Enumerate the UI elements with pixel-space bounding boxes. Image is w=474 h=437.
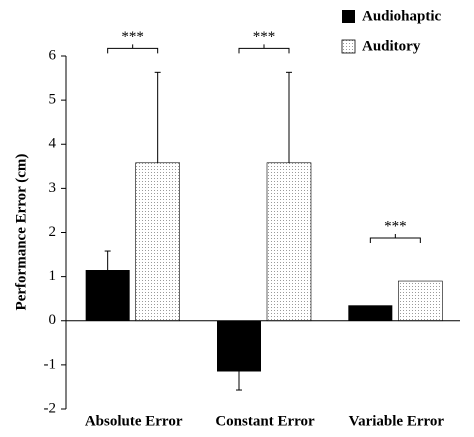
significance-bracket (369, 234, 421, 244)
x-tick-label: Constant Error (215, 413, 315, 429)
bar (217, 320, 261, 372)
bar (266, 162, 312, 322)
significance-label: *** (253, 29, 276, 45)
y-tick-label: 0 (49, 312, 57, 328)
y-tick-label: 2 (49, 224, 57, 240)
y-tick-label: 4 (49, 136, 57, 152)
y-tick-label: 6 (49, 47, 57, 63)
y-axis-title: Performance Error (cm) (13, 154, 29, 311)
y-tick-label: -2 (44, 400, 57, 416)
x-tick-label: Variable Error (349, 413, 445, 429)
significance-bracket (238, 44, 290, 54)
significance-label: *** (384, 218, 407, 234)
significance-label: *** (121, 29, 144, 45)
legend-label: Audiohaptic (362, 8, 442, 24)
y-tick-label: -1 (44, 356, 57, 372)
bar (398, 280, 443, 322)
bar (135, 162, 180, 322)
legend-swatch (341, 39, 356, 54)
legend-label: Auditory (362, 38, 421, 54)
legend-swatch (342, 10, 355, 23)
x-tick-label: Absolute Error (85, 413, 183, 429)
y-tick-label: 1 (49, 268, 57, 284)
y-tick-label: 3 (49, 180, 57, 196)
y-tick-label: 5 (49, 92, 57, 108)
bar (85, 270, 130, 321)
significance-bracket (107, 44, 159, 54)
bar (348, 305, 393, 321)
